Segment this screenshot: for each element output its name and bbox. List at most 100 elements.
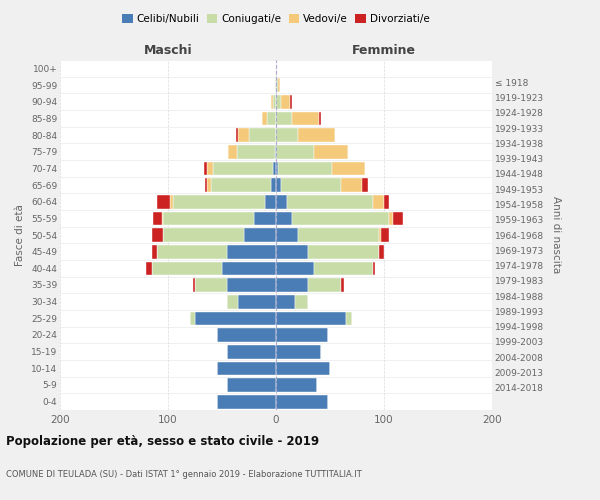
Bar (254, 212, 276, 225)
Bar (276, 178, 281, 192)
Bar (379, 245, 384, 258)
Bar (298, 128, 335, 142)
Bar (308, 245, 379, 258)
Bar (195, 278, 227, 292)
Bar (217, 395, 276, 408)
Bar (229, 145, 237, 158)
Bar (373, 195, 384, 208)
Bar (389, 212, 392, 225)
Bar (146, 262, 152, 275)
Bar (276, 195, 287, 208)
Bar (276, 245, 308, 258)
Bar (222, 262, 276, 275)
Bar (273, 162, 276, 175)
Bar (271, 178, 276, 192)
Bar (211, 178, 271, 192)
Bar (392, 212, 403, 225)
Bar (276, 395, 328, 408)
Bar (276, 262, 314, 275)
Bar (276, 212, 292, 225)
Bar (265, 195, 276, 208)
Bar (161, 212, 163, 225)
Bar (276, 328, 328, 342)
Bar (319, 112, 322, 125)
Bar (281, 178, 341, 192)
Bar (244, 228, 276, 242)
Bar (276, 362, 330, 375)
Bar (227, 295, 238, 308)
Bar (292, 212, 389, 225)
Bar (373, 262, 376, 275)
Text: Femmine: Femmine (352, 44, 416, 57)
Bar (227, 278, 276, 292)
Bar (276, 162, 278, 175)
Bar (152, 228, 163, 242)
Bar (207, 162, 214, 175)
Bar (314, 145, 349, 158)
Bar (163, 212, 254, 225)
Bar (346, 312, 352, 325)
Bar (295, 295, 308, 308)
Bar (276, 378, 317, 392)
Text: Maschi: Maschi (143, 44, 193, 57)
Bar (290, 95, 292, 108)
Bar (276, 278, 308, 292)
Bar (384, 195, 389, 208)
Bar (227, 245, 276, 258)
Bar (217, 328, 276, 342)
Bar (227, 378, 276, 392)
Bar (276, 145, 314, 158)
Bar (170, 195, 173, 208)
Bar (341, 278, 344, 292)
Bar (173, 195, 265, 208)
Bar (268, 112, 276, 125)
Bar (276, 128, 298, 142)
Bar (298, 228, 379, 242)
Bar (195, 312, 276, 325)
Bar (278, 78, 280, 92)
Bar (262, 112, 268, 125)
Bar (281, 95, 290, 108)
Bar (271, 95, 273, 108)
Bar (163, 228, 244, 242)
Bar (157, 245, 227, 258)
Bar (157, 195, 170, 208)
Bar (236, 128, 238, 142)
Bar (207, 178, 211, 192)
Bar (276, 112, 292, 125)
Bar (238, 128, 249, 142)
Bar (249, 128, 276, 142)
Bar (314, 262, 373, 275)
Bar (341, 178, 362, 192)
Y-axis label: Anni di nascita: Anni di nascita (551, 196, 560, 274)
Legend: Celibi/Nubili, Coniugati/e, Vedovi/e, Divorziati/e: Celibi/Nubili, Coniugati/e, Vedovi/e, Di… (118, 10, 434, 29)
Bar (276, 78, 278, 92)
Bar (214, 162, 273, 175)
Bar (153, 212, 161, 225)
Bar (275, 145, 276, 158)
Bar (276, 228, 298, 242)
Bar (217, 362, 276, 375)
Bar (237, 145, 275, 158)
Bar (276, 345, 322, 358)
Bar (193, 278, 195, 292)
Bar (273, 95, 276, 108)
Bar (203, 162, 207, 175)
Bar (278, 162, 332, 175)
Bar (308, 278, 341, 292)
Bar (238, 295, 276, 308)
Bar (275, 78, 276, 92)
Bar (190, 312, 195, 325)
Bar (276, 95, 281, 108)
Y-axis label: Fasce di età: Fasce di età (16, 204, 25, 266)
Bar (362, 178, 368, 192)
Bar (276, 312, 346, 325)
Text: Popolazione per età, sesso e stato civile - 2019: Popolazione per età, sesso e stato civil… (6, 435, 319, 448)
Bar (292, 112, 319, 125)
Bar (227, 345, 276, 358)
Bar (152, 245, 157, 258)
Bar (379, 228, 381, 242)
Text: COMUNE DI TEULADA (SU) - Dati ISTAT 1° gennaio 2019 - Elaborazione TUTTITALIA.IT: COMUNE DI TEULADA (SU) - Dati ISTAT 1° g… (6, 470, 362, 479)
Bar (276, 295, 295, 308)
Bar (287, 195, 373, 208)
